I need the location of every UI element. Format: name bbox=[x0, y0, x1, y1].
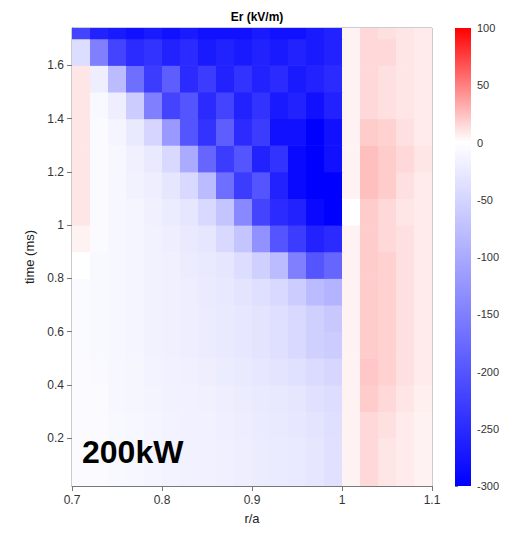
svg-text:0.2: 0.2 bbox=[47, 431, 64, 445]
svg-text:-150: -150 bbox=[477, 308, 499, 320]
svg-text:100: 100 bbox=[477, 22, 495, 34]
svg-text:1.1: 1.1 bbox=[424, 493, 441, 507]
svg-text:0.8: 0.8 bbox=[47, 271, 64, 285]
svg-text:-100: -100 bbox=[477, 251, 499, 263]
svg-text:1.2: 1.2 bbox=[47, 165, 64, 179]
svg-text:Er (kV/m): Er (kV/m) bbox=[231, 10, 284, 24]
svg-text:1.6: 1.6 bbox=[47, 58, 64, 72]
svg-text:1: 1 bbox=[339, 493, 346, 507]
svg-text:200kW: 200kW bbox=[82, 434, 184, 470]
svg-text:1: 1 bbox=[57, 218, 64, 232]
svg-text:0.4: 0.4 bbox=[47, 378, 64, 392]
svg-text:1.4: 1.4 bbox=[47, 112, 64, 126]
svg-text:50: 50 bbox=[477, 79, 489, 91]
svg-text:0.6: 0.6 bbox=[47, 325, 64, 339]
svg-text:-200: -200 bbox=[477, 366, 499, 378]
svg-text:0: 0 bbox=[477, 137, 483, 149]
svg-text:-250: -250 bbox=[477, 423, 499, 435]
svg-text:-300: -300 bbox=[477, 480, 499, 492]
svg-text:r/a: r/a bbox=[244, 511, 260, 526]
svg-text:0.9: 0.9 bbox=[244, 493, 261, 507]
svg-text:time (ms): time (ms) bbox=[22, 230, 37, 284]
svg-text:0.7: 0.7 bbox=[64, 493, 81, 507]
svg-text:0.8: 0.8 bbox=[154, 493, 171, 507]
svg-text:-50: -50 bbox=[477, 194, 493, 206]
